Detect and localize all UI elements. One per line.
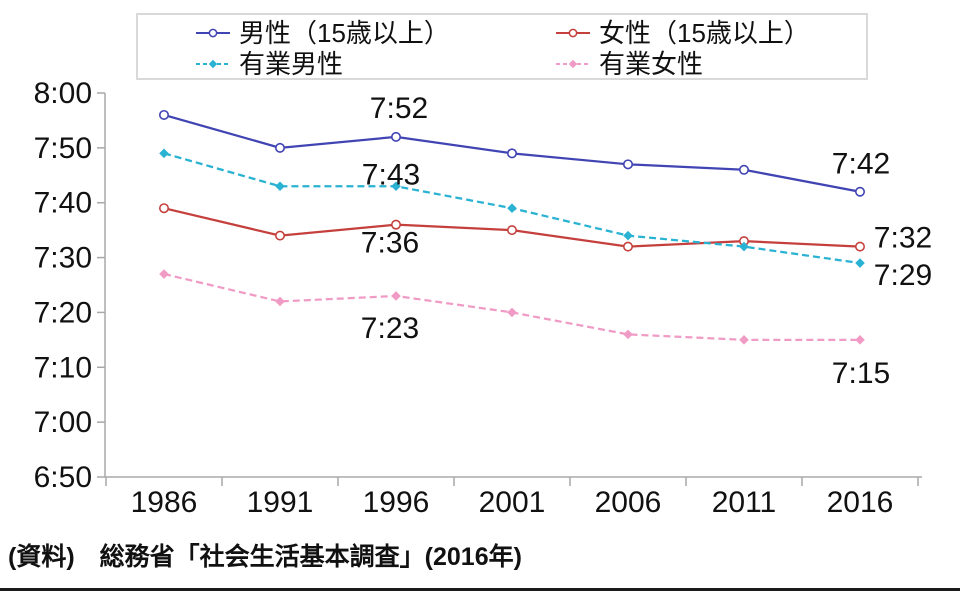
legend-symbol-employed-female bbox=[568, 59, 578, 69]
bottom-border-line bbox=[0, 588, 960, 591]
legend-marker-employed-male bbox=[196, 59, 230, 69]
point-label-female-15plus-2016: 7:32 bbox=[874, 222, 932, 255]
legend-label-female-15plus: 女性（15歳以上） bbox=[599, 18, 810, 48]
point-female-15plus-1996 bbox=[390, 219, 401, 230]
x-tick-label-2001: 2001 bbox=[479, 486, 546, 519]
point-employed-male-1991 bbox=[275, 181, 285, 192]
point-employed-male-1986 bbox=[159, 148, 169, 159]
legend-symbol-male-15plus bbox=[208, 28, 218, 38]
point-male-15plus-2011 bbox=[738, 164, 749, 175]
legend-item-employed-female: 有業女性 bbox=[555, 49, 703, 79]
point-employed-female-1986 bbox=[159, 269, 169, 279]
point-employed-male-2016 bbox=[855, 258, 865, 268]
point-employed-female-1996 bbox=[391, 291, 401, 301]
chart-legend: 男性（15歳以上） 女性（15歳以上） 有業男性 有業女性 bbox=[136, 13, 868, 80]
y-tick-label-4: 7:20 bbox=[34, 296, 92, 329]
point-label-employed-female-2016: 7:15 bbox=[832, 357, 890, 390]
x-tick-label-2016: 2016 bbox=[827, 486, 894, 519]
x-tick-label-1991: 1991 bbox=[247, 486, 314, 519]
legend-item-employed-male: 有業男性 bbox=[195, 49, 343, 79]
point-employed-female-2011 bbox=[739, 335, 749, 345]
x-tick-label-1996: 1996 bbox=[363, 486, 430, 519]
y-tick-label-3: 7:30 bbox=[34, 242, 92, 275]
point-employed-female-1991 bbox=[275, 296, 285, 307]
point-label-female-15plus-1996: 7:36 bbox=[361, 227, 419, 260]
legend-symbol-employed-male bbox=[208, 59, 218, 69]
x-tick-label-1986: 1986 bbox=[131, 486, 198, 519]
point-employed-male-2006 bbox=[623, 230, 633, 241]
point-female-15plus-1991 bbox=[274, 230, 285, 241]
legend-marker-female-15plus bbox=[556, 28, 590, 38]
point-male-15plus-1991 bbox=[274, 142, 285, 153]
legend-marker-male-15plus bbox=[196, 28, 230, 38]
point-female-15plus-2001 bbox=[506, 225, 517, 236]
point-male-15plus-2006 bbox=[622, 159, 633, 170]
y-tick-label-5: 7:10 bbox=[34, 351, 92, 384]
point-employed-female-2016 bbox=[855, 335, 865, 345]
legend-item-female-15plus: 女性（15歳以上） bbox=[555, 18, 810, 48]
point-employed-female-2006 bbox=[623, 329, 633, 340]
point-male-15plus-1986 bbox=[159, 109, 170, 120]
point-label-employed-female-1996: 7:23 bbox=[361, 312, 419, 345]
point-female-15plus-1986 bbox=[159, 203, 170, 214]
legend-label-male-15plus: 男性（15歳以上） bbox=[239, 18, 450, 48]
source-note: (資料) 総務省「社会生活基本調査」(2016年) bbox=[8, 543, 522, 571]
point-employed-male-2001 bbox=[507, 203, 517, 213]
point-female-15plus-2016 bbox=[854, 241, 865, 252]
point-label-employed-male-1996: 7:43 bbox=[362, 158, 420, 191]
point-label-employed-male-2016: 7:29 bbox=[874, 259, 932, 292]
point-female-15plus-2006 bbox=[622, 241, 633, 252]
x-tick-label-2011: 2011 bbox=[712, 486, 777, 519]
y-tick-label-2: 7:40 bbox=[34, 187, 92, 220]
y-tick-label-0: 8:00 bbox=[34, 77, 92, 110]
x-tick-label-2006: 2006 bbox=[595, 486, 662, 519]
point-employed-male-1996 bbox=[391, 181, 401, 192]
legend-symbol-female-15plus bbox=[568, 28, 578, 38]
y-tick-label-7: 6:50 bbox=[34, 461, 92, 494]
point-male-15plus-2001 bbox=[506, 148, 517, 159]
point-label-male-15plus-2016: 7:42 bbox=[832, 148, 890, 181]
legend-marker-employed-female bbox=[556, 59, 590, 69]
point-employed-male-2011 bbox=[739, 241, 749, 252]
y-tick-label-1: 7:50 bbox=[34, 132, 92, 165]
legend-label-employed-female: 有業女性 bbox=[599, 49, 704, 79]
legend-label-employed-male: 有業男性 bbox=[239, 49, 344, 79]
y-tick-label-6: 7:00 bbox=[34, 406, 92, 439]
point-male-15plus-1996 bbox=[390, 131, 401, 142]
series-line-employed-female bbox=[163, 272, 860, 341]
point-employed-female-2001 bbox=[507, 307, 517, 318]
point-label-male-15plus-1996: 7:52 bbox=[370, 92, 428, 125]
point-male-15plus-2016 bbox=[854, 186, 865, 197]
legend-item-male-15plus: 男性（15歳以上） bbox=[195, 18, 450, 48]
